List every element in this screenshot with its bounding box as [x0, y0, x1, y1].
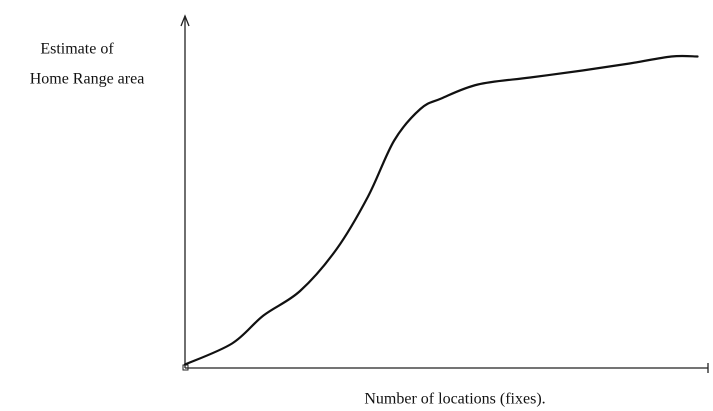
x-axis-label: Number of locations (fixes).: [364, 391, 545, 408]
y-axis-arrow: [180, 14, 190, 27]
y-axis-label: Estimate of: [40, 41, 114, 58]
curve: [183, 54, 699, 366]
y-axis-label: Home Range area: [30, 71, 145, 88]
